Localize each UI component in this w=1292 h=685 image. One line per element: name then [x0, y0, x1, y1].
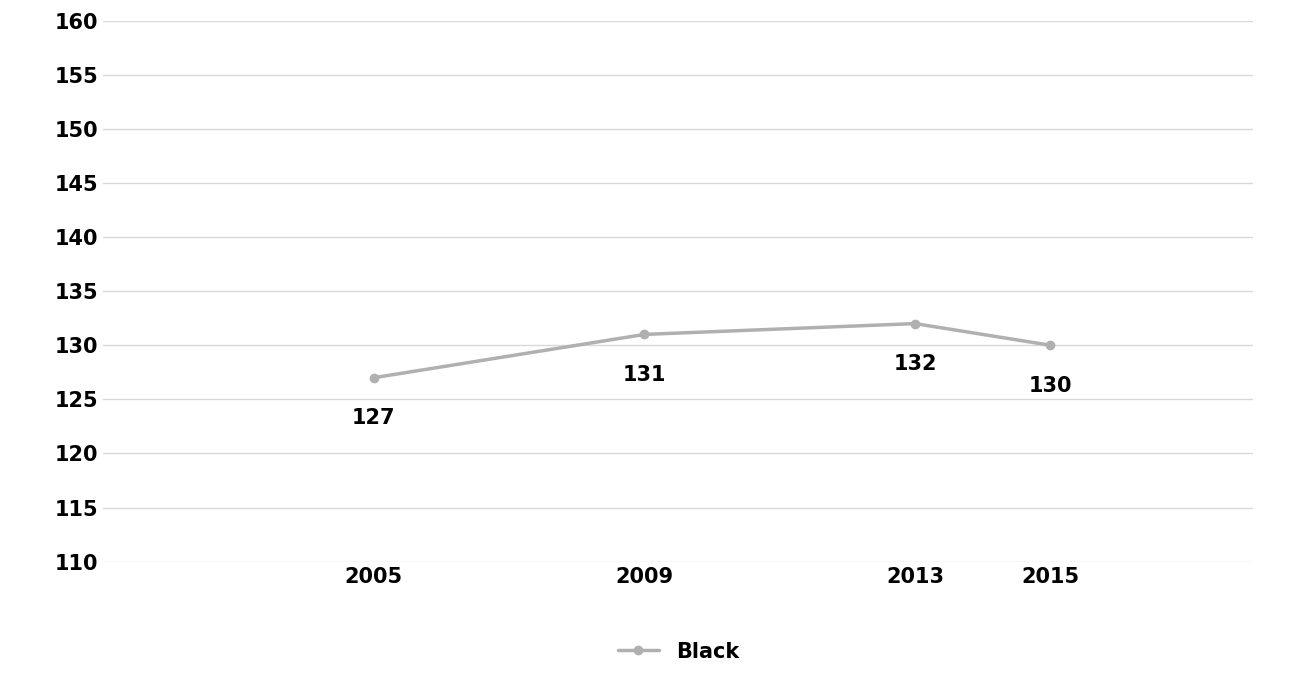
Black	[907, 319, 922, 327]
Text: 132: 132	[893, 354, 937, 374]
Text: 127: 127	[353, 408, 395, 428]
Legend: Black: Black	[609, 634, 748, 671]
Black	[366, 373, 381, 382]
Black	[1043, 341, 1058, 349]
Text: 130: 130	[1028, 376, 1072, 396]
Black	[637, 330, 652, 338]
Line: Black: Black	[370, 319, 1054, 382]
Text: 131: 131	[623, 365, 667, 385]
